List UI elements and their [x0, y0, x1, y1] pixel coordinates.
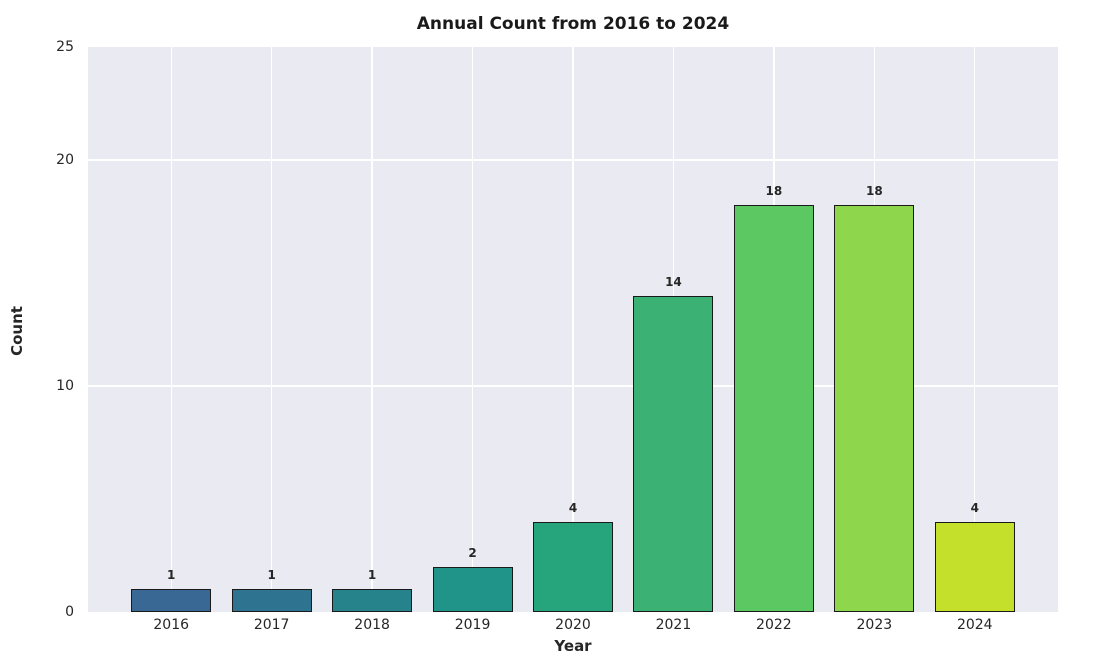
plot-area: 1 1 1 2 4 14 18 18 4 [88, 47, 1058, 612]
x-tick-label: 2019 [454, 617, 491, 633]
v-gridline [974, 47, 976, 612]
bar-value-label: 18 [865, 184, 883, 199]
x-tick-label: 2020 [555, 617, 591, 633]
x-tick-label: 2017 [253, 617, 290, 633]
bar-value-label: 2 [468, 545, 477, 560]
y-axis: 0 10 20 25 [0, 39, 80, 620]
bar-value-label: 18 [765, 184, 783, 199]
bar-value-label: 4 [970, 500, 979, 515]
x-tick-label: 2024 [956, 617, 993, 633]
v-gridline [170, 47, 172, 612]
chart-title: Annual Count from 2016 to 2024 [416, 14, 730, 34]
v-gridline [270, 47, 273, 612]
y-tick-label: 0 [65, 604, 74, 620]
bar-value-label: 1 [167, 568, 176, 583]
bar-2019 [432, 566, 513, 612]
bar-value-label: 1 [267, 568, 276, 583]
bar-2021 [633, 295, 714, 612]
x-tick-label: 2023 [856, 617, 893, 633]
bar-2018 [332, 589, 413, 612]
v-gridline [572, 47, 574, 612]
v-gridline [371, 47, 373, 612]
bar-2017 [231, 589, 312, 612]
x-axis: 2016 2017 2018 2019 2020 2021 2022 2023 2024 [88, 617, 1058, 637]
bar-2022 [733, 205, 814, 612]
y-tick-label: 10 [56, 378, 74, 394]
y-tick-label: 20 [56, 152, 74, 168]
x-tick-label: 2018 [354, 617, 390, 633]
x-tick-label: 2022 [756, 617, 792, 633]
bar-2023 [834, 205, 915, 612]
bar-value-label: 1 [367, 568, 377, 583]
bar-2024 [934, 521, 1015, 612]
bar-value-label: 14 [665, 274, 682, 289]
bar-2020 [533, 521, 613, 612]
x-tick-label: 2016 [153, 617, 190, 633]
x-axis-label: Year [554, 637, 592, 655]
bar-value-label: 4 [568, 500, 578, 515]
v-gridline [471, 47, 474, 612]
bar-2016 [131, 589, 212, 612]
y-tick-label: 25 [56, 39, 74, 55]
x-tick-label: 2021 [655, 617, 692, 633]
